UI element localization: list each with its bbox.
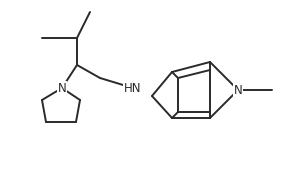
Text: N: N <box>58 81 66 94</box>
Text: N: N <box>234 84 242 97</box>
Text: HN: HN <box>124 81 142 94</box>
